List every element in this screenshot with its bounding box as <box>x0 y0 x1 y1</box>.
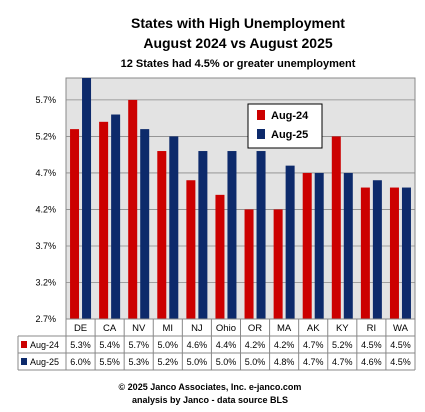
footer-source: analysis by Janco - data source BLS <box>132 395 288 405</box>
data-label: 4.8% <box>274 357 295 367</box>
table-swatch-aug-24 <box>21 341 27 348</box>
category-label: KY <box>336 323 349 334</box>
data-label: 4.7% <box>303 357 324 367</box>
category-label: AK <box>307 323 320 334</box>
y-tick-label: 3.2% <box>35 277 56 287</box>
category-label: RI <box>367 323 377 334</box>
bar-aug-25 <box>285 165 295 319</box>
category-label: Ohio <box>216 323 236 334</box>
legend-box <box>247 103 323 149</box>
category-label: DE <box>74 323 87 334</box>
data-label: 5.7% <box>128 340 149 350</box>
data-label: 5.0% <box>187 357 208 367</box>
chart-subtitle: August 2024 vs August 2025 <box>143 35 333 51</box>
category-label: OR <box>248 323 262 334</box>
bar-aug-24 <box>244 209 254 319</box>
bar-aug-25 <box>140 129 150 319</box>
bar-aug-25 <box>372 180 382 319</box>
category-label: WA <box>393 323 409 334</box>
legend-label-aug-24: Aug-24 <box>271 110 309 122</box>
y-tick-label: 5.2% <box>35 131 56 141</box>
table-series-label: Aug-25 <box>30 357 59 367</box>
data-label: 4.2% <box>245 340 266 350</box>
bar-aug-25 <box>82 78 92 319</box>
data-label: 4.5% <box>361 340 382 350</box>
grid-lines <box>66 99 415 283</box>
data-label: 4.7% <box>332 357 353 367</box>
data-label: 5.3% <box>128 357 149 367</box>
data-label: 4.5% <box>390 340 411 350</box>
bar-aug-24 <box>331 136 341 319</box>
category-label: NJ <box>191 323 203 334</box>
footer-copyright: © 2025 Janco Associates, Inc. e-janco.co… <box>119 382 302 392</box>
bar-aug-24 <box>302 172 312 319</box>
legend-label-aug-25: Aug-25 <box>271 129 308 141</box>
category-label: MI <box>163 323 174 334</box>
data-table: DE CA NV MI NJ Ohio OR MA AK KY RI WA Aug-24 5.3% 5.4%… <box>17 318 416 371</box>
data-label: 5.5% <box>99 357 120 367</box>
bar-aug-24 <box>128 99 138 319</box>
y-tick-label: 3.7% <box>35 241 56 251</box>
chart-subtitle-2: 12 States had 4.5% or greater unemployme… <box>121 58 356 70</box>
bar-aug-24 <box>70 129 80 319</box>
data-label: 4.5% <box>390 357 411 367</box>
data-label: 4.6% <box>187 340 208 350</box>
legend-swatch-aug-24 <box>257 110 265 120</box>
data-label: 4.2% <box>274 340 295 350</box>
bar-aug-24 <box>215 194 225 319</box>
data-label: 6.0% <box>70 357 91 367</box>
bar-aug-24 <box>273 209 283 319</box>
bar-aug-24 <box>186 180 196 319</box>
legend-swatch-aug-25 <box>257 129 265 139</box>
bars <box>70 78 411 320</box>
table-swatch-aug-25 <box>21 358 27 365</box>
y-tick-label: 2.7% <box>35 314 56 324</box>
bar-aug-25 <box>198 151 208 319</box>
y-tick-label: 4.7% <box>35 168 56 178</box>
bar-aug-25 <box>343 172 353 319</box>
data-label: 5.3% <box>70 340 91 350</box>
bar-aug-25 <box>256 151 266 319</box>
data-label: 5.0% <box>158 340 179 350</box>
data-label: 5.0% <box>216 357 237 367</box>
bar-aug-25 <box>227 151 237 319</box>
bar-aug-25 <box>169 136 179 319</box>
bar-aug-25 <box>314 172 324 319</box>
bar-aug-25 <box>401 187 411 319</box>
bar-aug-24 <box>99 121 109 320</box>
table-series-label: Aug-24 <box>30 340 59 350</box>
data-label: 5.2% <box>158 357 179 367</box>
y-axis: 2.7% 3.2% 3.7% 4.2% 4.7% 5.2% 5.7% <box>35 95 56 324</box>
y-tick-label: 5.7% <box>35 95 56 105</box>
plot-area <box>65 77 416 320</box>
bar-aug-24 <box>360 187 370 319</box>
bar-aug-24 <box>157 151 167 319</box>
bar-aug-25 <box>111 114 121 319</box>
data-label: 4.7% <box>303 340 324 350</box>
category-label: CA <box>103 323 117 334</box>
y-tick-label: 4.2% <box>35 204 56 214</box>
chart-title: States with High Unemployment <box>131 15 345 31</box>
category-label: NV <box>132 323 146 334</box>
category-label: MA <box>277 323 292 334</box>
legend: Aug-24 Aug-25 <box>247 103 323 149</box>
data-label: 4.6% <box>361 357 382 367</box>
data-label: 4.4% <box>216 340 237 350</box>
bar-aug-24 <box>389 187 399 319</box>
data-label: 5.4% <box>99 340 120 350</box>
data-label: 5.2% <box>332 340 353 350</box>
data-label: 5.0% <box>245 357 266 367</box>
